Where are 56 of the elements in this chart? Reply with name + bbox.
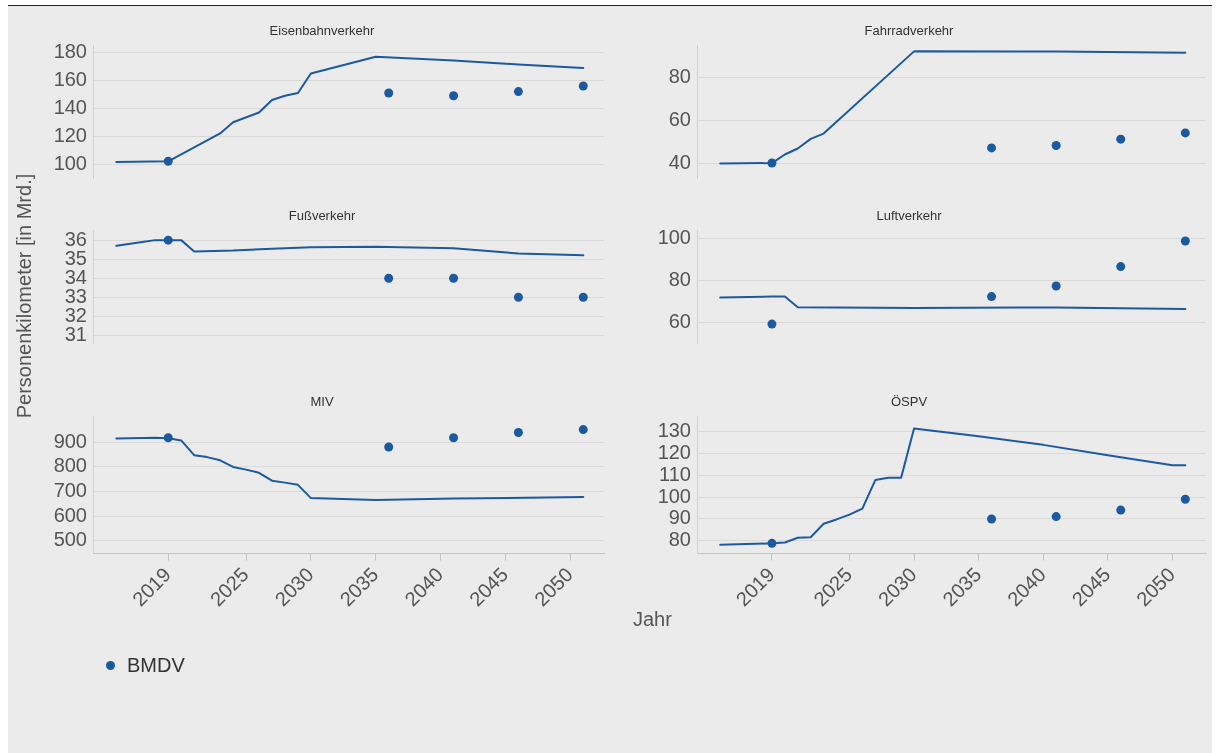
y-tick-label: 80 <box>668 65 691 88</box>
y-tick-label: 130 <box>657 419 691 442</box>
point <box>384 442 394 452</box>
y-tick-label: 100 <box>657 226 691 249</box>
y-tick-label: 80 <box>668 268 691 291</box>
y-tick-label: 600 <box>53 503 87 526</box>
point <box>987 143 997 153</box>
point <box>1180 236 1190 246</box>
y-tick-label: 110 <box>659 462 691 485</box>
y-tick-label: 800 <box>53 454 87 477</box>
chart-title: MIV <box>310 394 334 410</box>
point <box>384 273 394 283</box>
y-tick-label: 120 <box>657 441 691 464</box>
y-tick-label: 40 <box>668 150 691 173</box>
y-tick-label: 60 <box>668 309 691 332</box>
point <box>578 292 588 302</box>
point <box>513 428 523 438</box>
chart-title: Luftverkehr <box>876 208 943 224</box>
y-tick-label: 100 <box>53 151 87 174</box>
point <box>513 292 523 302</box>
point <box>1051 141 1061 151</box>
x-axis-title: Jahr <box>633 608 672 631</box>
y-tick-label: 140 <box>53 95 87 118</box>
point <box>767 319 777 329</box>
point <box>1180 128 1190 138</box>
point <box>987 292 997 302</box>
point <box>1116 262 1126 272</box>
point <box>449 433 459 443</box>
point <box>1180 494 1190 504</box>
point <box>384 88 394 98</box>
point <box>1051 512 1061 522</box>
y-tick-label: 500 <box>53 528 87 551</box>
point <box>1116 134 1126 144</box>
y-tick-label: 180 <box>53 40 87 63</box>
y-tick-label: 900 <box>53 429 87 452</box>
chart-title: Fußverkehr <box>288 208 356 224</box>
chart-title: Eisenbahnverkehr <box>269 23 376 39</box>
chart-title: Fahrradverkehr <box>864 23 955 39</box>
point <box>578 81 588 91</box>
y-axis-title: Personenkilometer [in Mrd.] <box>12 173 36 419</box>
point <box>449 273 459 283</box>
y-tick-label: 90 <box>668 506 691 529</box>
point <box>513 87 523 97</box>
point <box>578 425 588 435</box>
y-tick-label: 80 <box>668 528 691 551</box>
point <box>1051 281 1061 291</box>
y-tick-label: 120 <box>53 123 87 146</box>
point <box>449 91 459 101</box>
chart-title: ÖSPV <box>890 394 928 410</box>
y-tick-label: 60 <box>668 107 691 130</box>
point <box>1116 505 1126 515</box>
y-tick-label: 160 <box>53 67 87 90</box>
point <box>987 514 997 524</box>
legend-label: BMDV <box>127 654 185 677</box>
y-tick-label: 700 <box>53 478 87 501</box>
y-tick-label: 100 <box>657 484 691 507</box>
